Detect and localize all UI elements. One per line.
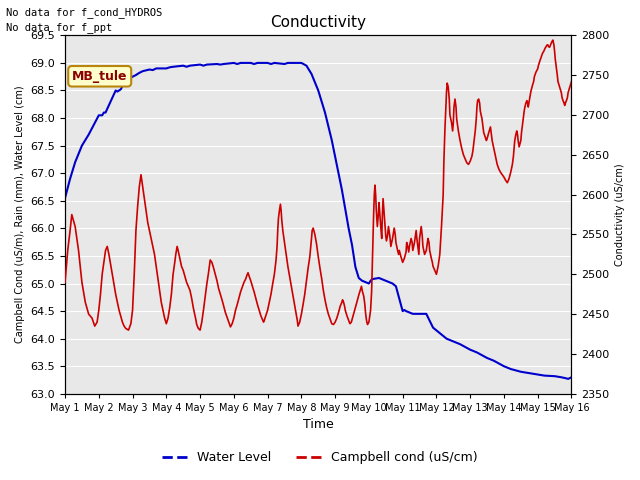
Title: Conductivity: Conductivity	[270, 15, 366, 30]
Text: No data for f_ppt: No data for f_ppt	[6, 22, 113, 33]
Legend: Water Level, Campbell cond (uS/cm): Water Level, Campbell cond (uS/cm)	[157, 446, 483, 469]
Text: MB_tule: MB_tule	[72, 70, 127, 83]
X-axis label: Time: Time	[303, 419, 333, 432]
Text: No data for f_cond_HYDROS: No data for f_cond_HYDROS	[6, 7, 163, 18]
Y-axis label: Campbell Cond (uS/m), Rain (mm), Water Level (cm): Campbell Cond (uS/m), Rain (mm), Water L…	[15, 86, 25, 343]
Y-axis label: Conductivity (uS/cm): Conductivity (uS/cm)	[615, 163, 625, 266]
